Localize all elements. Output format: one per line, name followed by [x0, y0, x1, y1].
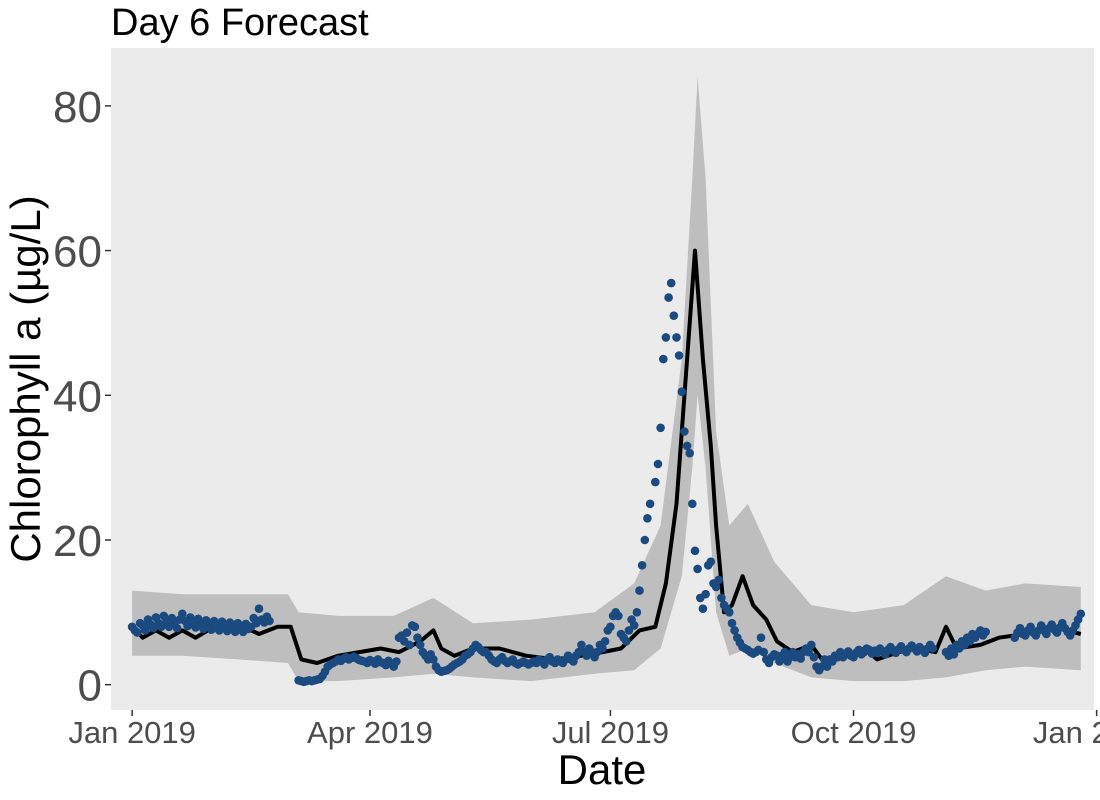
y-tick-label: 0 — [78, 662, 102, 711]
observed-point — [606, 622, 615, 632]
observed-point — [714, 575, 724, 585]
observed-point — [614, 611, 623, 621]
observed-point — [928, 644, 938, 653]
observed-point — [653, 459, 663, 469]
observed-point — [656, 423, 665, 433]
observed-point — [693, 564, 702, 574]
x-tick-label: Oct 2019 — [791, 715, 917, 750]
x-axis-title: Date — [558, 746, 647, 793]
observed-point — [701, 589, 710, 599]
observed-point — [622, 637, 631, 646]
observed-point — [809, 652, 819, 662]
observed-point — [600, 637, 610, 646]
observed-point — [680, 427, 689, 436]
forecast-line — [130, 248, 1082, 665]
observed-point — [672, 333, 681, 342]
observed-point — [577, 640, 586, 650]
y-tick-label: 20 — [53, 517, 102, 566]
x-tick-label: Jan 2020 — [1033, 715, 1100, 750]
observed-point — [685, 448, 694, 458]
x-axis: Jan 2019 Apr 2019 Jul 2019 Oct 2019 Jan 2020 — [68, 710, 1100, 750]
observed-point — [651, 477, 660, 487]
observed-point — [172, 623, 182, 633]
observed-point — [804, 647, 813, 657]
y-tick-label: 60 — [53, 228, 102, 277]
observed-point — [690, 546, 700, 556]
x-tick-label: Jan 2019 — [68, 715, 196, 750]
observed-point — [949, 650, 959, 659]
x-tick-label: Jul 2019 — [552, 715, 669, 750]
observed-point — [629, 621, 639, 630]
observed-point — [822, 662, 832, 671]
observed-point — [780, 647, 790, 657]
observed-point — [413, 633, 422, 642]
observed-point — [659, 354, 668, 364]
observed-point — [981, 627, 990, 637]
y-tick-label: 80 — [53, 83, 102, 132]
observed-point — [727, 618, 737, 628]
observed-point — [698, 604, 708, 613]
observed-point — [730, 626, 739, 635]
observed-point — [133, 628, 142, 637]
observed-point — [674, 351, 684, 360]
observed-point — [711, 582, 721, 592]
observed-point — [429, 655, 438, 664]
observed-point — [759, 647, 768, 657]
observed-point — [640, 535, 650, 545]
observed-point — [796, 654, 805, 663]
observed-point — [756, 633, 766, 642]
y-tick-label: 40 — [53, 372, 102, 421]
observed-point — [402, 628, 412, 637]
observed-point — [661, 333, 671, 342]
observed-point — [666, 278, 676, 288]
y-axis-title: Chlorophyll a (µg/L) — [2, 195, 49, 562]
observed-point — [141, 626, 150, 635]
observed-point — [254, 604, 264, 613]
observed-point — [415, 640, 425, 650]
chart-title: Day 6 Forecast — [111, 2, 369, 44]
observed-point — [706, 557, 716, 566]
observed-point — [265, 616, 274, 626]
observed-point — [717, 593, 726, 603]
observed-point — [392, 657, 401, 666]
observed-point — [598, 644, 607, 653]
observed-point — [632, 608, 642, 617]
observed-point — [645, 499, 655, 509]
observed-point — [807, 640, 816, 650]
observed-point — [664, 293, 673, 302]
observed-point — [635, 586, 644, 595]
observed-point — [688, 499, 697, 509]
observed-point — [178, 609, 187, 619]
observed-point — [643, 514, 652, 523]
observed-point — [637, 561, 647, 570]
observed-point — [405, 640, 414, 650]
x-tick-label: Apr 2019 — [307, 715, 433, 750]
observed-point — [682, 441, 692, 451]
observed-point — [156, 622, 166, 632]
observed-point — [1076, 609, 1086, 619]
observed-point — [410, 622, 420, 632]
observed-point — [669, 311, 679, 321]
y-axis: 0 20 40 60 80 — [53, 83, 111, 711]
observed-point — [725, 608, 734, 617]
observed-point — [677, 387, 687, 397]
